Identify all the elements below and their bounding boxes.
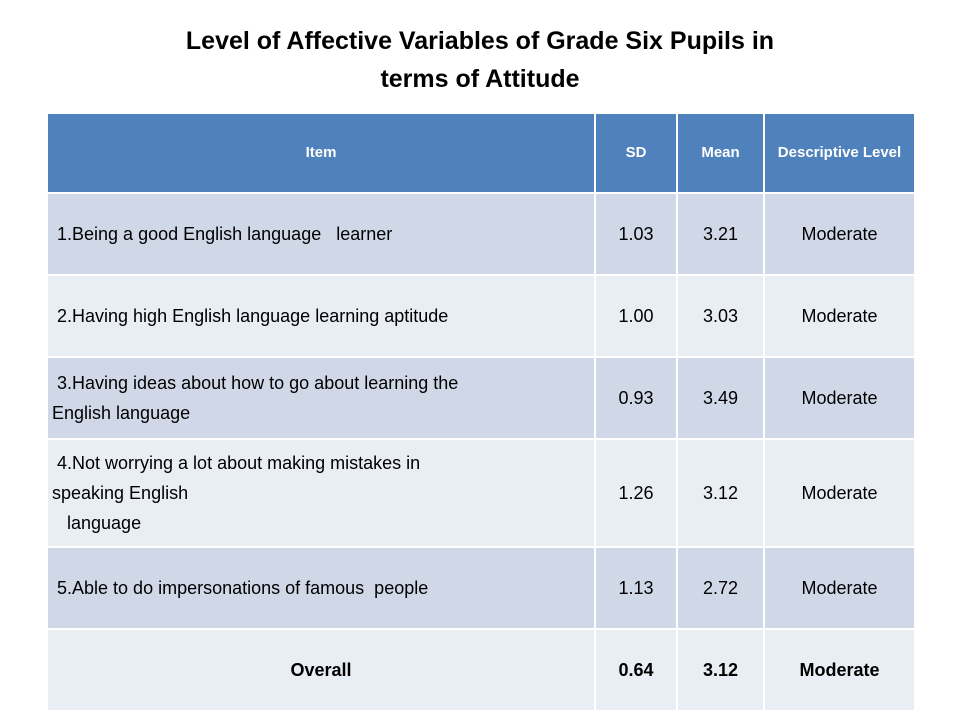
item-line: English language: [52, 403, 191, 423]
item-cell: 5.Able to do impersonations of famous pe…: [48, 546, 596, 629]
mean-cell: 2.72: [677, 546, 765, 629]
item-line: speaking English: [52, 483, 189, 503]
item-line: language: [52, 513, 142, 533]
table-row: 2.Having high English language learning …: [48, 274, 914, 357]
level-cell: Moderate: [764, 356, 914, 439]
sd-cell: 1.26: [595, 438, 678, 547]
mean-cell: 3.21: [677, 192, 765, 275]
mean-cell: 3.12: [677, 438, 765, 547]
sd-cell: 1.03: [595, 192, 678, 275]
item-line: 5.Able to do impersonations of famous pe…: [52, 578, 429, 598]
level-cell: Moderate: [764, 274, 914, 357]
overall-mean: 3.12: [677, 628, 765, 710]
item-cell: 4.Not worrying a lot about making mistak…: [48, 438, 596, 547]
table-row: 3.Having ideas about how to go about lea…: [48, 356, 914, 439]
header-item: Item: [48, 114, 596, 193]
item-cell: 3.Having ideas about how to go about lea…: [48, 356, 596, 439]
header-row: Item SD Mean Descriptive Level: [48, 114, 914, 193]
table-row: 1.Being a good English language learner …: [48, 192, 914, 275]
level-cell: Moderate: [764, 192, 914, 275]
overall-label: Overall: [48, 628, 596, 710]
item-line: 3.Having ideas about how to go about lea…: [52, 373, 459, 393]
page-title: Level of Affective Variables of Grade Si…: [40, 22, 920, 98]
item-cell: 2.Having high English language learning …: [48, 274, 596, 357]
mean-cell: 3.03: [677, 274, 765, 357]
item-line: 4.Not worrying a lot about making mistak…: [52, 453, 421, 473]
table-row: 4.Not worrying a lot about making mistak…: [48, 438, 914, 547]
level-cell: Moderate: [764, 546, 914, 629]
mean-cell: 3.49: [677, 356, 765, 439]
attitude-table: Item SD Mean Descriptive Level 1.Being a…: [48, 114, 914, 710]
overall-level: Moderate: [764, 628, 914, 710]
sd-cell: 1.00: [595, 274, 678, 357]
title-line-2: terms of Attitude: [380, 65, 580, 93]
header-mean: Mean: [677, 114, 765, 193]
item-cell: 1.Being a good English language learner: [48, 192, 596, 275]
header-descriptive-level: Descriptive Level: [764, 114, 914, 193]
overall-sd: 0.64: [595, 628, 678, 710]
item-line: 2.Having high English language learning …: [52, 306, 449, 326]
header-sd: SD: [595, 114, 678, 193]
sd-cell: 1.13: [595, 546, 678, 629]
sd-cell: 0.93: [595, 356, 678, 439]
level-cell: Moderate: [764, 438, 914, 547]
overall-row: Overall 0.64 3.12 Moderate: [48, 628, 914, 710]
table-row: 5.Able to do impersonations of famous pe…: [48, 546, 914, 629]
title-line-1: Level of Affective Variables of Grade Si…: [185, 27, 775, 55]
item-line: 1.Being a good English language learner: [52, 224, 393, 244]
